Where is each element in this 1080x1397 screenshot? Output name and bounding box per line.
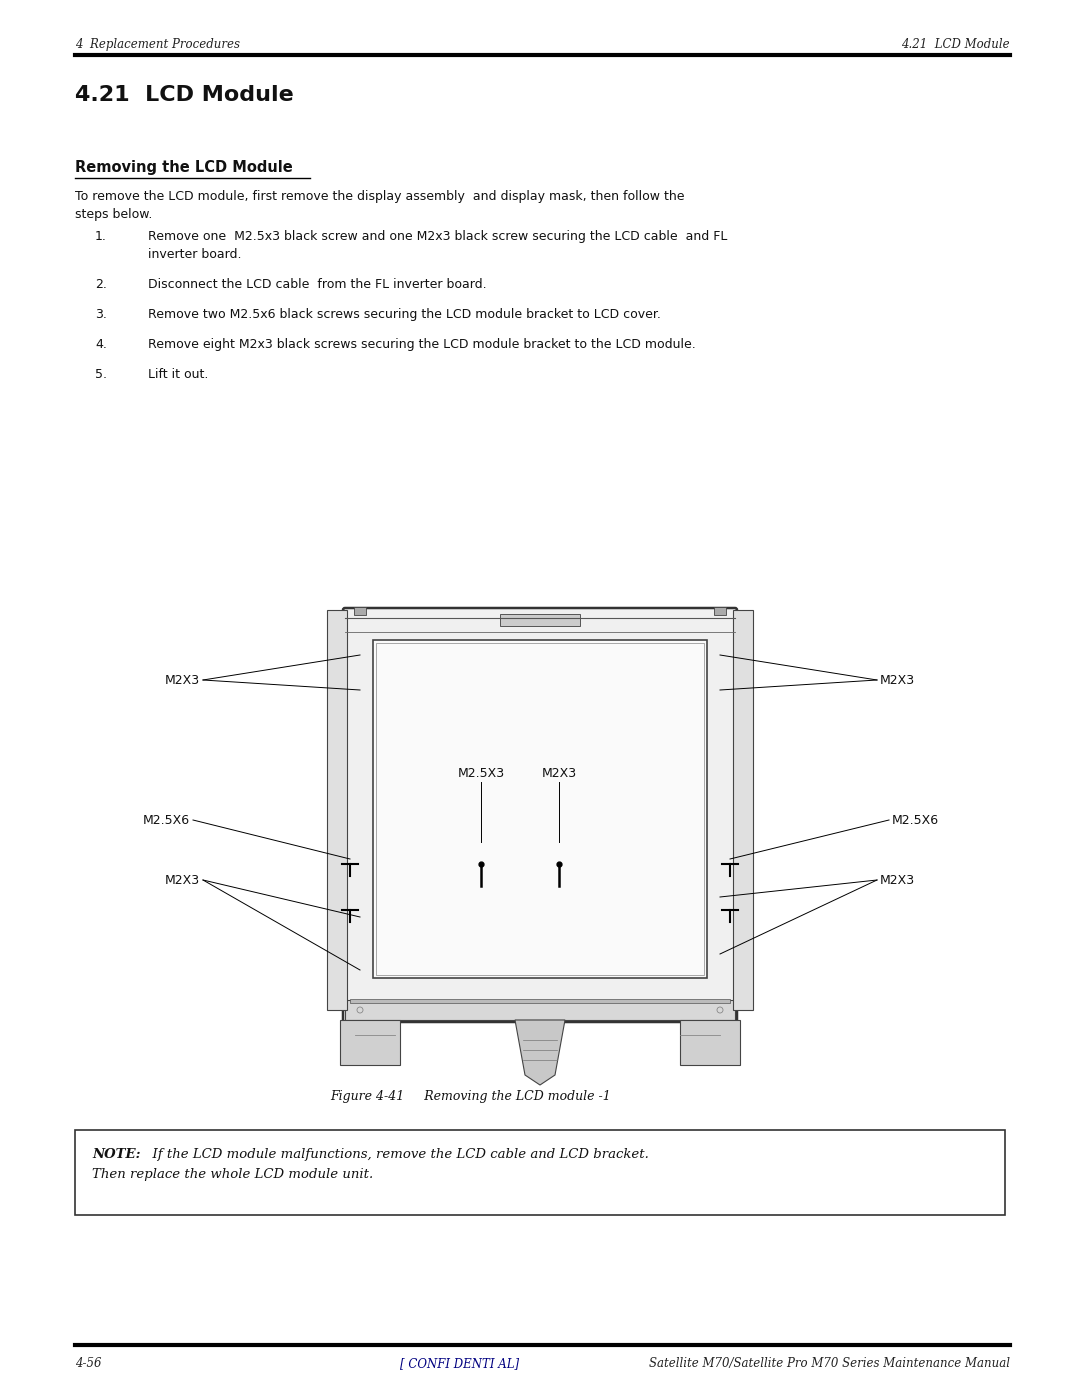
Text: 5.: 5. [95, 367, 107, 381]
Text: M2.5X6: M2.5X6 [143, 813, 190, 827]
Text: inverter board.: inverter board. [148, 249, 242, 261]
Text: 4-56: 4-56 [75, 1356, 102, 1370]
Bar [500, 615, 580, 626]
Text: M2X3: M2X3 [165, 673, 200, 686]
Text: steps below.: steps below. [75, 208, 152, 221]
Text: Removing the LCD Module: Removing the LCD Module [75, 161, 293, 175]
Polygon shape [340, 1020, 400, 1065]
Bar [350, 999, 730, 1003]
Text: Remove two M2.5x6 black screws securing the LCD module bracket to LCD cover.: Remove two M2.5x6 black screws securing … [148, 307, 661, 321]
Text: M2X3: M2X3 [880, 873, 915, 887]
Polygon shape [680, 1020, 740, 1065]
Text: Remove one  M2.5x3 black screw and one M2x3 black screw securing the LCD cable  : Remove one M2.5x3 black screw and one M2… [148, 231, 727, 243]
Text: Lift it out.: Lift it out. [148, 367, 208, 381]
Bar [354, 608, 366, 615]
Text: Disconnect the LCD cable  from the FL inverter board.: Disconnect the LCD cable from the FL inv… [148, 278, 487, 291]
Text: [ CONFI DENTI AL]: [ CONFI DENTI AL] [400, 1356, 519, 1370]
Bar [373, 640, 707, 978]
Text: M2.5X3: M2.5X3 [458, 767, 504, 780]
Text: Then replace the whole LCD module unit.: Then replace the whole LCD module unit. [92, 1168, 374, 1180]
Polygon shape [515, 1020, 565, 1085]
Text: 4.21  LCD Module: 4.21 LCD Module [902, 38, 1010, 52]
Text: To remove the LCD module, first remove the display assembly  and display mask, t: To remove the LCD module, first remove t… [75, 190, 685, 203]
Text: Satellite M70/Satellite Pro M70 Series Maintenance Manual: Satellite M70/Satellite Pro M70 Series M… [649, 1356, 1010, 1370]
Text: 2.: 2. [95, 278, 107, 291]
Text: M2.5X6: M2.5X6 [892, 813, 940, 827]
Text: 4.: 4. [95, 338, 107, 351]
Bar [345, 1000, 735, 1020]
Bar [376, 643, 704, 975]
Text: 4.21  LCD Module: 4.21 LCD Module [75, 85, 294, 105]
Bar [714, 608, 726, 615]
Text: Remove eight M2x3 black screws securing the LCD module bracket to the LCD module: Remove eight M2x3 black screws securing … [148, 338, 696, 351]
FancyBboxPatch shape [343, 608, 737, 1023]
Text: M2X3: M2X3 [541, 767, 577, 780]
Text: NOTE:: NOTE: [92, 1148, 140, 1161]
Text: If the LCD module malfunctions, remove the LCD cable and LCD bracket.: If the LCD module malfunctions, remove t… [144, 1148, 649, 1161]
Bar [75, 1130, 1005, 1215]
Text: 4  Replacement Procedures: 4 Replacement Procedures [75, 38, 240, 52]
Text: M2X3: M2X3 [880, 673, 915, 686]
Text: M2X3: M2X3 [165, 873, 200, 887]
Bar [733, 610, 753, 1010]
Text: 1.: 1. [95, 231, 107, 243]
Bar [327, 610, 347, 1010]
Text: Figure 4-41     Removing the LCD module -1: Figure 4-41 Removing the LCD module -1 [330, 1090, 611, 1104]
Text: 3.: 3. [95, 307, 107, 321]
